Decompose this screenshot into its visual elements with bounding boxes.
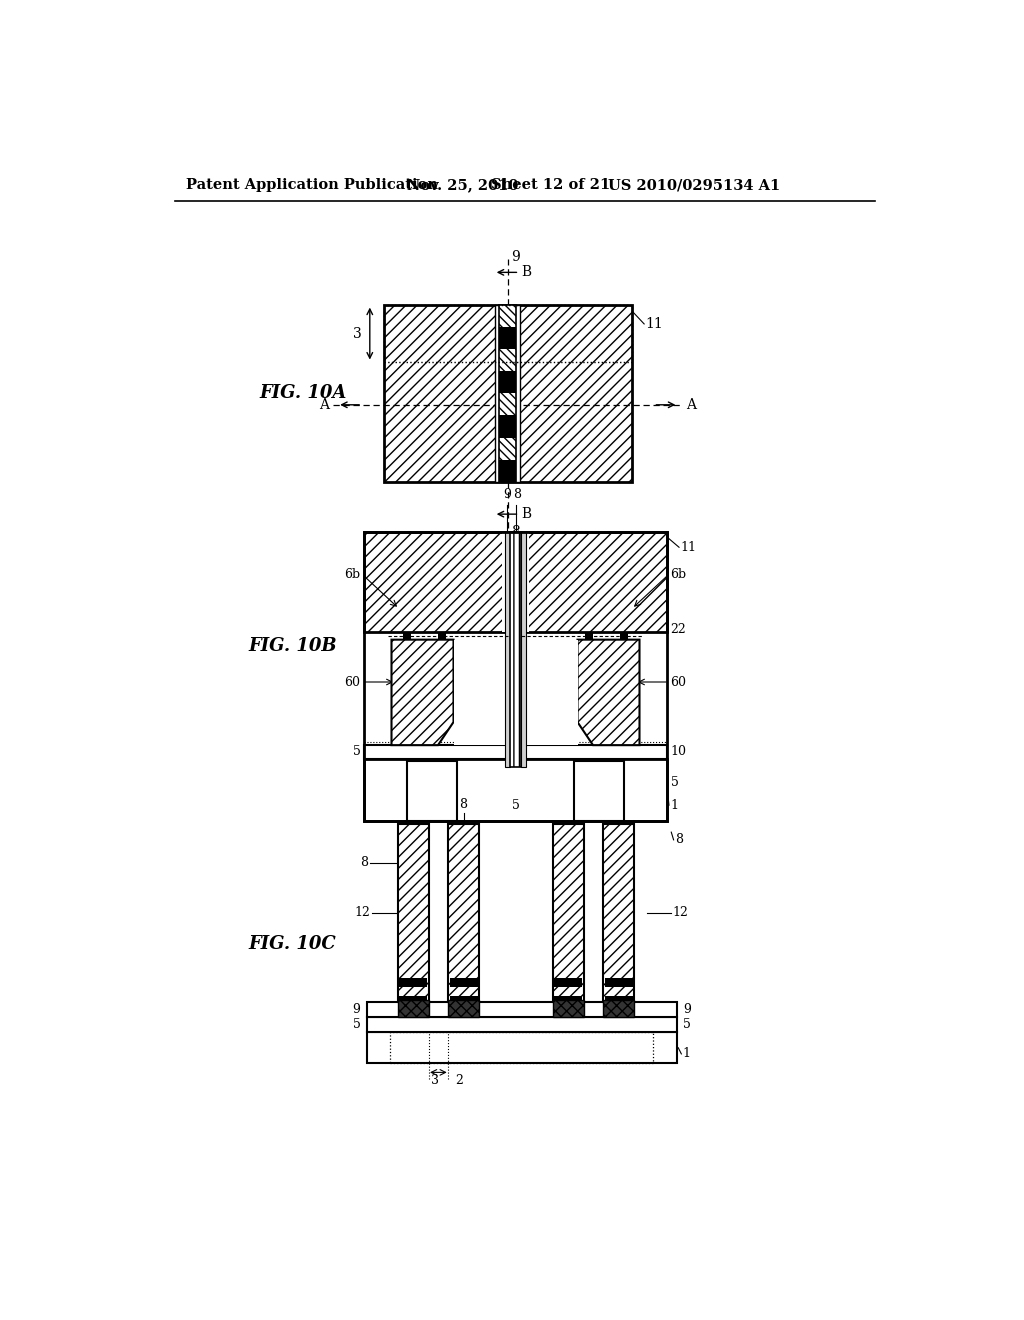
Text: 8: 8 bbox=[513, 488, 521, 502]
Text: 61: 61 bbox=[591, 791, 606, 804]
Text: 8: 8 bbox=[410, 797, 417, 810]
Bar bbox=[505, 532, 510, 767]
Text: 9: 9 bbox=[683, 1003, 691, 1016]
Bar bbox=[496, 305, 520, 482]
Bar bbox=[454, 640, 578, 744]
Text: 8: 8 bbox=[512, 525, 520, 539]
Bar bbox=[553, 825, 584, 1002]
Bar bbox=[367, 1016, 677, 1032]
Text: Nov. 25, 2010: Nov. 25, 2010 bbox=[407, 178, 518, 193]
Bar bbox=[449, 825, 479, 1002]
Text: 8: 8 bbox=[360, 857, 369, 870]
Bar bbox=[502, 532, 529, 632]
Text: US 2010/0295134 A1: US 2010/0295134 A1 bbox=[608, 178, 780, 193]
Text: 3: 3 bbox=[353, 326, 362, 341]
Text: 5: 5 bbox=[352, 1018, 360, 1031]
Text: 60: 60 bbox=[344, 676, 360, 689]
Bar bbox=[521, 532, 526, 767]
Text: 1: 1 bbox=[683, 1047, 691, 1060]
Text: 6b: 6b bbox=[671, 568, 687, 581]
Bar bbox=[500, 348, 516, 371]
Bar bbox=[500, 327, 516, 348]
Bar bbox=[554, 978, 583, 987]
Text: 5: 5 bbox=[352, 744, 360, 758]
Bar bbox=[397, 825, 429, 1002]
Text: 60: 60 bbox=[671, 676, 686, 689]
Text: FIG. 10B: FIG. 10B bbox=[248, 636, 337, 655]
Text: 5: 5 bbox=[512, 799, 519, 812]
Bar bbox=[365, 744, 667, 759]
Text: 12: 12 bbox=[673, 907, 689, 920]
Text: 11: 11 bbox=[681, 541, 696, 554]
Text: 9: 9 bbox=[503, 488, 511, 502]
Bar bbox=[449, 1001, 479, 1016]
Bar bbox=[603, 1001, 634, 1016]
Bar bbox=[603, 825, 634, 1002]
Bar bbox=[573, 760, 624, 821]
Bar bbox=[390, 1032, 653, 1063]
Text: Sheet 12 of 21: Sheet 12 of 21 bbox=[490, 178, 610, 193]
Text: 11: 11 bbox=[646, 317, 664, 331]
Text: 5: 5 bbox=[671, 776, 678, 788]
Bar bbox=[500, 459, 516, 482]
Polygon shape bbox=[391, 640, 454, 744]
Bar bbox=[407, 760, 458, 821]
Text: 12: 12 bbox=[354, 907, 371, 920]
Text: 22: 22 bbox=[671, 623, 686, 636]
Bar bbox=[450, 978, 477, 987]
Bar bbox=[438, 632, 445, 639]
Text: 9: 9 bbox=[512, 249, 520, 264]
Text: 5: 5 bbox=[683, 1018, 691, 1031]
Text: A: A bbox=[319, 397, 330, 412]
Bar bbox=[403, 632, 411, 639]
Bar bbox=[399, 997, 427, 1006]
Bar bbox=[384, 305, 632, 363]
Bar bbox=[365, 759, 667, 821]
Text: 1: 1 bbox=[671, 799, 679, 812]
Bar bbox=[586, 632, 593, 639]
Bar bbox=[399, 978, 427, 987]
Text: 8: 8 bbox=[675, 833, 683, 846]
Bar bbox=[500, 371, 516, 393]
Bar bbox=[510, 532, 521, 767]
Text: 8: 8 bbox=[460, 797, 468, 810]
Text: 9: 9 bbox=[352, 1003, 360, 1016]
Bar bbox=[604, 978, 633, 987]
Bar bbox=[604, 997, 633, 1006]
Bar bbox=[500, 305, 516, 327]
Text: 6b: 6b bbox=[344, 568, 360, 581]
Bar bbox=[495, 305, 521, 482]
Bar bbox=[365, 532, 667, 632]
Bar bbox=[500, 437, 516, 459]
Bar bbox=[554, 997, 583, 1006]
Text: FIG. 10A: FIG. 10A bbox=[260, 384, 347, 403]
Bar bbox=[367, 1002, 677, 1016]
Polygon shape bbox=[578, 640, 640, 744]
Text: 10: 10 bbox=[671, 744, 686, 758]
Text: 61: 61 bbox=[425, 791, 440, 804]
Text: 2: 2 bbox=[455, 1074, 463, 1086]
Text: Patent Application Publication: Patent Application Publication bbox=[186, 178, 438, 193]
Bar bbox=[500, 393, 516, 416]
Bar bbox=[397, 1001, 429, 1016]
Text: FIG. 10C: FIG. 10C bbox=[248, 935, 336, 953]
Bar bbox=[500, 416, 516, 437]
Bar bbox=[450, 997, 477, 1006]
Bar bbox=[384, 305, 632, 482]
Text: 3: 3 bbox=[431, 1074, 439, 1086]
Text: A: A bbox=[686, 397, 696, 412]
Bar bbox=[553, 1001, 584, 1016]
Bar bbox=[621, 632, 628, 639]
Text: B: B bbox=[521, 507, 531, 521]
Text: B: B bbox=[521, 265, 531, 280]
Bar bbox=[367, 1032, 677, 1063]
Bar bbox=[365, 532, 667, 821]
Bar bbox=[500, 305, 516, 482]
